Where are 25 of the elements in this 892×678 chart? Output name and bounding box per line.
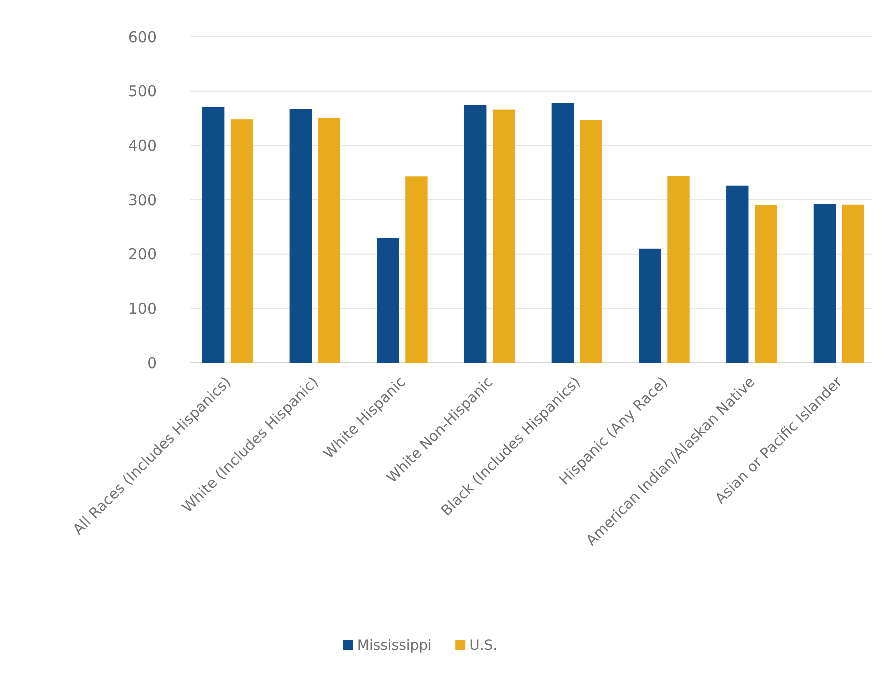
legend-label: Mississippi	[357, 638, 432, 654]
bar	[406, 176, 428, 363]
bar	[464, 105, 487, 363]
y-tick-label: 500	[128, 82, 157, 101]
bar	[202, 107, 225, 363]
y-tick-label: 600	[128, 28, 157, 46]
bar	[639, 248, 662, 363]
bar	[492, 110, 516, 363]
bar	[842, 204, 865, 363]
y-tick-label: 100	[128, 300, 157, 318]
bar	[580, 120, 602, 363]
y-tick-label: 0	[147, 354, 157, 372]
bar	[552, 103, 574, 363]
bar	[318, 118, 340, 363]
bar	[290, 109, 312, 363]
bar	[668, 176, 690, 363]
y-tick-label: 200	[128, 246, 157, 264]
bar	[726, 186, 749, 363]
legend-label: U.S.	[470, 638, 498, 654]
bar	[377, 238, 400, 363]
bar	[754, 205, 778, 363]
y-tick-label: 300	[128, 191, 157, 210]
bar	[814, 204, 836, 363]
bar	[230, 120, 254, 363]
y-tick-label: 400	[128, 136, 157, 155]
